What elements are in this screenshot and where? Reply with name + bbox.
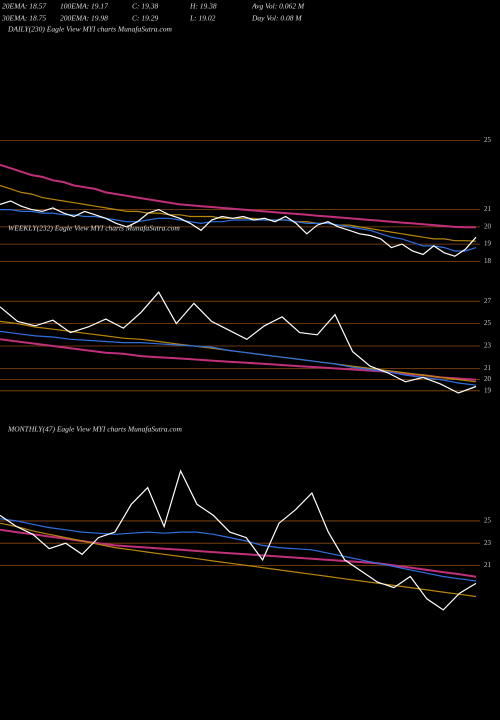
y-tick-label: 18 <box>484 257 492 265</box>
y-tick-label: 21 <box>484 364 492 372</box>
header-stat: C: 19.29 <box>132 14 159 23</box>
y-tick-label: 21 <box>484 561 492 569</box>
header-stat: 200EMA: 19.98 <box>60 14 108 23</box>
price-line <box>0 528 477 578</box>
y-tick-label: 19 <box>484 240 492 248</box>
header-stat: L: 19.02 <box>189 14 216 23</box>
header-stat: H: 19.38 <box>189 2 217 11</box>
y-tick-label: 25 <box>484 319 492 327</box>
header-stat: Day Vol: 0.08 M <box>251 14 302 23</box>
price-line <box>0 469 477 611</box>
price-line <box>0 163 476 229</box>
y-tick-label: 27 <box>484 297 492 305</box>
price-line <box>0 338 477 381</box>
y-tick-label: 20 <box>484 375 492 383</box>
y-tick-label: 23 <box>484 342 492 350</box>
header-stat: Avg Vol: 0.062 M <box>251 2 305 11</box>
price-line <box>0 200 477 257</box>
price-line <box>0 330 477 386</box>
price-line <box>0 184 477 242</box>
header-stat: 30EMA: 18.75 <box>1 14 46 23</box>
y-tick-label: 21 <box>484 205 492 213</box>
y-tick-label: 25 <box>484 136 492 144</box>
y-tick-label: 25 <box>484 517 492 525</box>
y-tick-label: 19 <box>484 386 492 394</box>
header-stat: 100EMA: 19.17 <box>60 2 108 11</box>
header-stat: C: 19.38 <box>132 2 159 11</box>
price-line <box>0 209 477 252</box>
panel-label: WEEKLY(232) Eagle View MYI charts Munafa… <box>8 224 180 233</box>
price-line <box>0 522 477 598</box>
price-line <box>0 518 477 582</box>
panel-label: DAILY(230) Eagle View MYI charts MunafaS… <box>7 25 172 34</box>
price-line <box>0 291 477 394</box>
y-tick-label: 23 <box>484 539 492 547</box>
panel-label: MONTHLY(47) Eagle View MYI charts Munafa… <box>7 425 182 434</box>
y-tick-label: 20 <box>484 222 492 230</box>
header-stat: 20EMA: 18.57 <box>2 2 46 11</box>
